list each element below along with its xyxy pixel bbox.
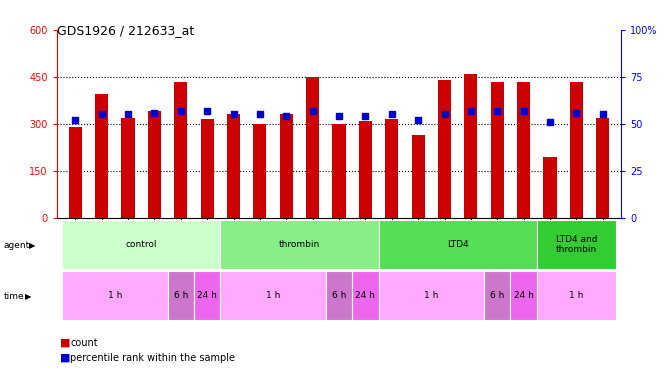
Bar xyxy=(379,220,537,269)
Text: 6 h: 6 h xyxy=(332,291,346,300)
Point xyxy=(439,111,450,117)
Text: time: time xyxy=(3,292,24,301)
Text: 1 h: 1 h xyxy=(266,291,281,300)
Bar xyxy=(385,119,398,218)
Bar xyxy=(484,271,510,320)
Text: ▶: ▶ xyxy=(29,241,35,250)
Bar xyxy=(359,121,372,218)
Text: agent: agent xyxy=(3,241,29,250)
Point xyxy=(386,111,397,117)
Bar xyxy=(253,124,267,218)
Text: 24 h: 24 h xyxy=(355,291,375,300)
Text: 1 h: 1 h xyxy=(108,291,122,300)
Bar xyxy=(537,271,616,320)
Text: 1 h: 1 h xyxy=(569,291,584,300)
Text: 6 h: 6 h xyxy=(174,291,188,300)
Point xyxy=(228,111,239,117)
Bar xyxy=(280,114,293,218)
Bar xyxy=(194,271,220,320)
Point xyxy=(334,113,345,119)
Bar xyxy=(570,82,583,218)
Text: control: control xyxy=(126,240,157,249)
Bar xyxy=(596,117,609,218)
Point xyxy=(544,119,555,125)
Text: percentile rank within the sample: percentile rank within the sample xyxy=(70,353,235,363)
Point xyxy=(96,111,107,117)
Point xyxy=(149,110,160,116)
Bar xyxy=(411,135,425,218)
Bar xyxy=(544,157,556,218)
Text: ■: ■ xyxy=(60,353,71,363)
Point xyxy=(518,108,529,114)
Point xyxy=(597,111,608,117)
Bar xyxy=(326,271,352,320)
Bar xyxy=(62,271,168,320)
Point xyxy=(413,117,424,123)
Bar xyxy=(148,111,161,218)
Bar xyxy=(352,271,379,320)
Text: ■: ■ xyxy=(60,338,71,348)
Point xyxy=(176,108,186,114)
Bar xyxy=(168,271,194,320)
Bar xyxy=(510,271,537,320)
Text: 6 h: 6 h xyxy=(490,291,504,300)
Bar xyxy=(69,127,82,218)
Bar xyxy=(438,80,451,218)
Point xyxy=(255,111,265,117)
Bar xyxy=(122,117,134,218)
Bar xyxy=(491,82,504,218)
Text: thrombin: thrombin xyxy=(279,240,320,249)
Bar xyxy=(379,271,484,320)
Bar xyxy=(227,114,240,218)
Text: GDS1926 / 212633_at: GDS1926 / 212633_at xyxy=(57,24,194,38)
Bar xyxy=(306,77,319,218)
Bar xyxy=(174,82,187,218)
Text: ▶: ▶ xyxy=(25,292,32,301)
Bar xyxy=(62,220,220,269)
Text: count: count xyxy=(70,338,98,348)
Text: 24 h: 24 h xyxy=(197,291,217,300)
Point xyxy=(466,108,476,114)
Text: LTD4: LTD4 xyxy=(447,240,468,249)
Bar xyxy=(220,271,326,320)
Bar xyxy=(464,74,478,217)
Bar xyxy=(95,94,108,218)
Point xyxy=(571,110,582,116)
Bar xyxy=(517,82,530,218)
Point xyxy=(202,108,212,114)
Bar xyxy=(220,220,379,269)
Point xyxy=(70,117,81,123)
Point xyxy=(281,113,292,119)
Point xyxy=(123,111,134,117)
Bar xyxy=(333,124,345,218)
Bar xyxy=(200,119,214,218)
Point xyxy=(307,108,318,114)
Text: 24 h: 24 h xyxy=(514,291,534,300)
Bar xyxy=(537,220,616,269)
Text: LTD4 and
thrombin: LTD4 and thrombin xyxy=(556,235,597,254)
Point xyxy=(360,113,371,119)
Text: 1 h: 1 h xyxy=(424,291,438,300)
Point xyxy=(492,108,502,114)
